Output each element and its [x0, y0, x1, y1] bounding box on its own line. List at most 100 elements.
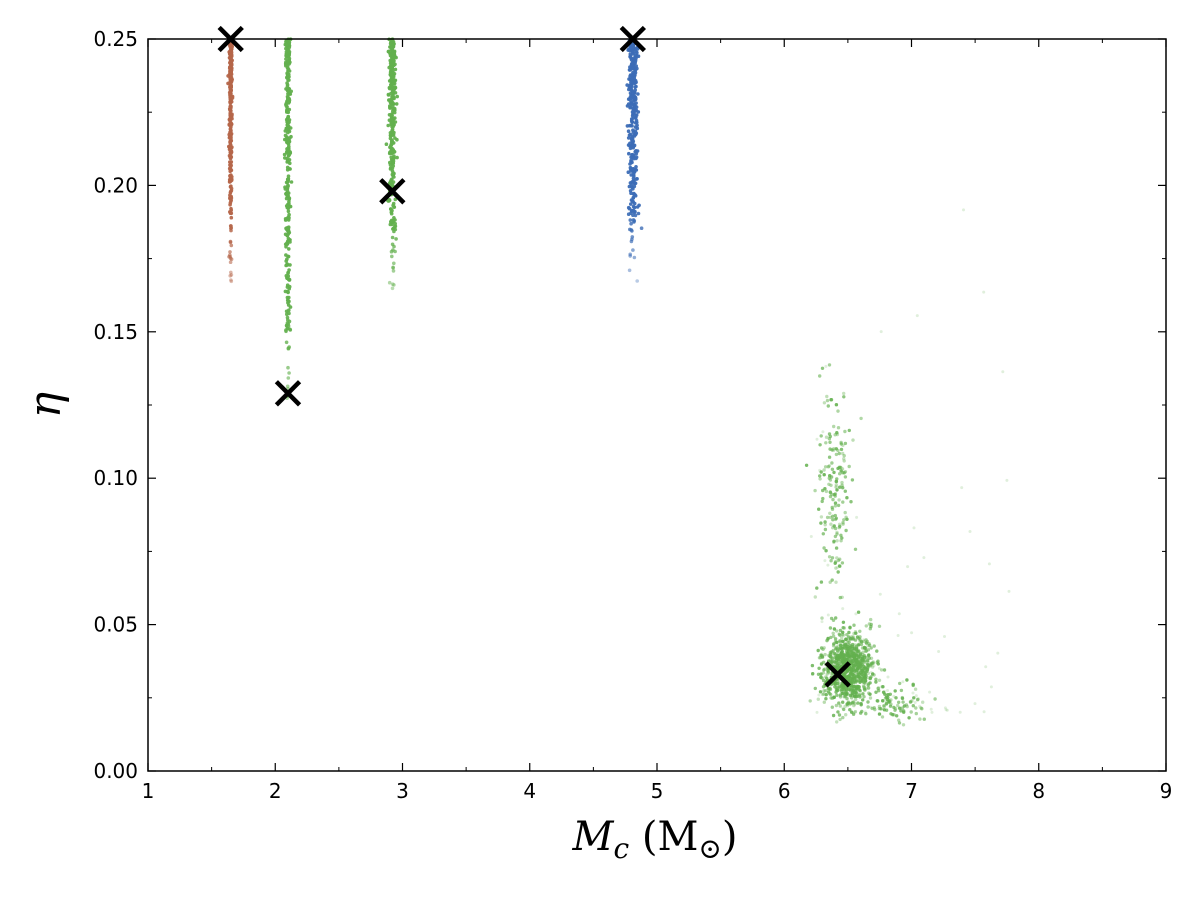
data-point [834, 566, 838, 570]
data-point [286, 72, 290, 77]
data-point [842, 639, 846, 643]
data-point [631, 128, 635, 132]
data-point [228, 50, 232, 54]
data-point [884, 694, 889, 698]
data-point [836, 688, 840, 693]
data-point [285, 276, 289, 280]
data-point [830, 461, 834, 465]
data-point [285, 194, 290, 198]
data-point [284, 204, 289, 208]
data-point [839, 539, 843, 543]
x-axis-label: Mc (M⊙) [571, 814, 737, 865]
data-point [818, 374, 822, 378]
data-point [893, 689, 897, 693]
data-point [389, 72, 394, 77]
data-point [838, 717, 842, 722]
data-point [820, 620, 824, 624]
data-point [852, 654, 856, 658]
data-point [853, 702, 857, 706]
data-point [847, 674, 851, 678]
axis-ticks: 1 2 3 4 5 6 7 8 9 0.00 0.05 0.10 0.15 0.20 0.25 [93, 27, 1172, 803]
x-axis-label-unit-symbol: ⊙ [698, 832, 721, 865]
data-point [883, 696, 888, 700]
data-point [824, 697, 828, 701]
data-point [629, 158, 633, 163]
data-point [284, 340, 289, 345]
data-point [388, 166, 393, 170]
data-point [889, 702, 893, 706]
data-point [838, 643, 843, 648]
data-point [820, 652, 824, 656]
data-point [984, 665, 988, 669]
data-point [389, 85, 394, 90]
data-point [862, 687, 867, 691]
data-point [855, 515, 859, 519]
data-point [284, 329, 288, 334]
data-point [285, 108, 289, 112]
data-point [842, 686, 846, 690]
data-point [838, 564, 842, 568]
data-point [863, 660, 867, 665]
data-point [811, 672, 815, 676]
data-point [866, 671, 870, 675]
data-point [943, 635, 946, 638]
data-point [828, 654, 832, 658]
data-point [868, 627, 872, 631]
data-point [824, 435, 829, 439]
data-point [844, 528, 848, 533]
data-point [815, 437, 819, 441]
data-point [830, 656, 834, 661]
data-point [835, 556, 839, 560]
data-point [838, 693, 843, 697]
data-point [840, 639, 845, 643]
y-axis-label: η [20, 392, 71, 418]
data-point [822, 692, 826, 696]
data-point [842, 454, 846, 458]
data-point [391, 282, 395, 287]
x-tick-label: 4 [523, 779, 536, 803]
data-point [897, 721, 902, 725]
data-point [868, 643, 872, 648]
data-point [817, 656, 822, 660]
data-point [829, 635, 833, 640]
data-point [287, 78, 291, 82]
data-point [392, 106, 397, 111]
data-point [285, 257, 289, 262]
data-point [845, 702, 849, 706]
data-point [828, 685, 832, 689]
x-tick-label: 5 [651, 779, 664, 803]
data-point [831, 514, 835, 518]
data-point [819, 434, 823, 438]
data-point [818, 443, 822, 447]
data-point [909, 710, 913, 714]
data-point [393, 116, 397, 120]
data-point [228, 169, 232, 173]
data-point [821, 671, 825, 675]
data-point [391, 124, 396, 129]
data-point [229, 273, 234, 277]
data-point [852, 700, 856, 704]
data-point [826, 668, 830, 672]
data-point [631, 196, 635, 200]
data-point [390, 235, 395, 240]
data-point [855, 663, 859, 667]
data-point [842, 459, 846, 463]
data-point [228, 101, 233, 105]
x-tick-label: 1 [142, 779, 155, 803]
data-point [876, 699, 880, 703]
data-point [287, 278, 292, 282]
data-point [390, 127, 395, 131]
data-point [845, 517, 849, 521]
data-point [395, 137, 399, 142]
data-point [392, 261, 396, 266]
data-point [864, 712, 868, 716]
data-point [632, 72, 637, 76]
data-point [287, 158, 292, 162]
data-point [898, 706, 902, 710]
data-point [837, 713, 842, 717]
data-point [831, 526, 835, 530]
data-point [837, 632, 841, 636]
data-point [229, 104, 233, 109]
data-point [864, 655, 869, 660]
data-point [287, 90, 291, 94]
